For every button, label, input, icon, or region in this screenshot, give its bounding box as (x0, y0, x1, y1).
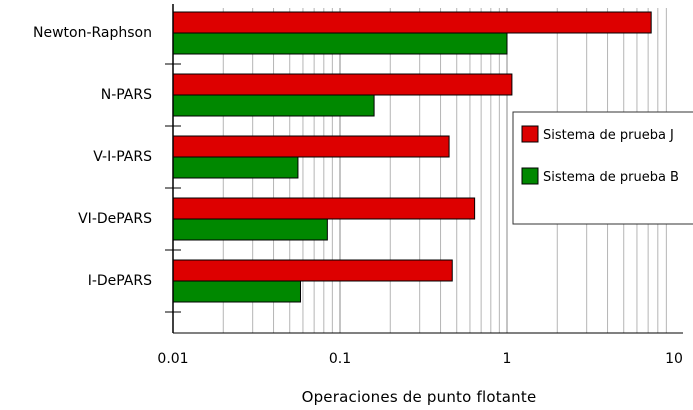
category-label: V-I-PARS (93, 149, 152, 165)
legend-label: Sistema de prueba J (543, 128, 674, 143)
bar-b-0 (172, 32, 508, 55)
category-label: Newton-Raphson (33, 25, 152, 41)
bar-j-4 (172, 259, 453, 282)
axes (165, 4, 683, 334)
x-tick-label: 0.01 (157, 351, 188, 367)
legend-swatch (521, 167, 539, 185)
x-tick-label: 1 (503, 351, 512, 367)
x-tick-label: 10 (665, 351, 683, 367)
bar-j-1 (172, 73, 513, 96)
bar-b-1 (172, 94, 375, 117)
bar-j-3 (172, 197, 476, 220)
legend-swatch (521, 125, 539, 143)
category-labels: Newton-Raphson N-PARS V-I-PARS VI-DePARS I-D… (33, 25, 152, 289)
category-label: N-PARS (101, 87, 152, 103)
category-label: I-DePARS (88, 273, 152, 289)
legend-label: Sistema de prueba B (543, 170, 679, 185)
bar-b-2 (172, 156, 299, 179)
bar-j-0 (172, 11, 652, 34)
x-tick-label: 0.1 (329, 351, 351, 367)
x-axis-title: Operaciones de punto flotante (302, 388, 537, 406)
bars (172, 11, 652, 303)
bar-b-4 (172, 280, 301, 303)
bar-j-2 (172, 135, 450, 158)
x-tick-labels: 0.01 0.1 1 10 (157, 351, 683, 367)
bar-b-3 (172, 218, 328, 241)
category-label: VI-DePARS (78, 211, 152, 227)
legend-box (512, 111, 693, 225)
legend: Sistema de prueba J Sistema de prueba B (512, 111, 693, 225)
